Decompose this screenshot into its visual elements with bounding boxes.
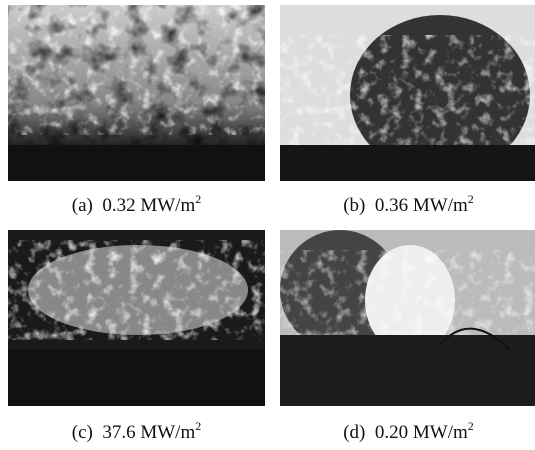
unit-sup: 2: [468, 419, 474, 433]
panel-label: (a): [72, 195, 93, 216]
photo: [280, 5, 535, 181]
value: 0.32: [102, 195, 135, 216]
panel-label: (b): [343, 195, 365, 216]
caption: (c) 37.6 MW/m2: [8, 419, 265, 444]
panel-label: (c): [72, 422, 93, 443]
unit: MW/m: [413, 422, 468, 443]
unit: MW/m: [140, 422, 195, 443]
caption: (d) 0.20 MW/m2: [280, 419, 535, 444]
photo: [8, 5, 265, 181]
unit-sup: 2: [195, 419, 201, 433]
value: 37.6: [102, 422, 135, 443]
value: 0.36: [375, 195, 408, 216]
photo: [280, 230, 535, 406]
unit: MW/m: [413, 195, 468, 216]
unit-sup: 2: [195, 192, 201, 206]
value: 0.20: [375, 422, 408, 443]
unit-sup: 2: [468, 192, 474, 206]
panel-label: (d): [343, 422, 365, 443]
caption: (a) 0.32 MW/m2: [8, 192, 265, 217]
unit: MW/m: [140, 195, 195, 216]
figure: (a) 0.32 MW/m2 (b) 0.36 MW/m2 (c) 37.6 M…: [0, 0, 535, 450]
caption: (b) 0.36 MW/m2: [280, 192, 535, 217]
photo: [8, 230, 265, 406]
